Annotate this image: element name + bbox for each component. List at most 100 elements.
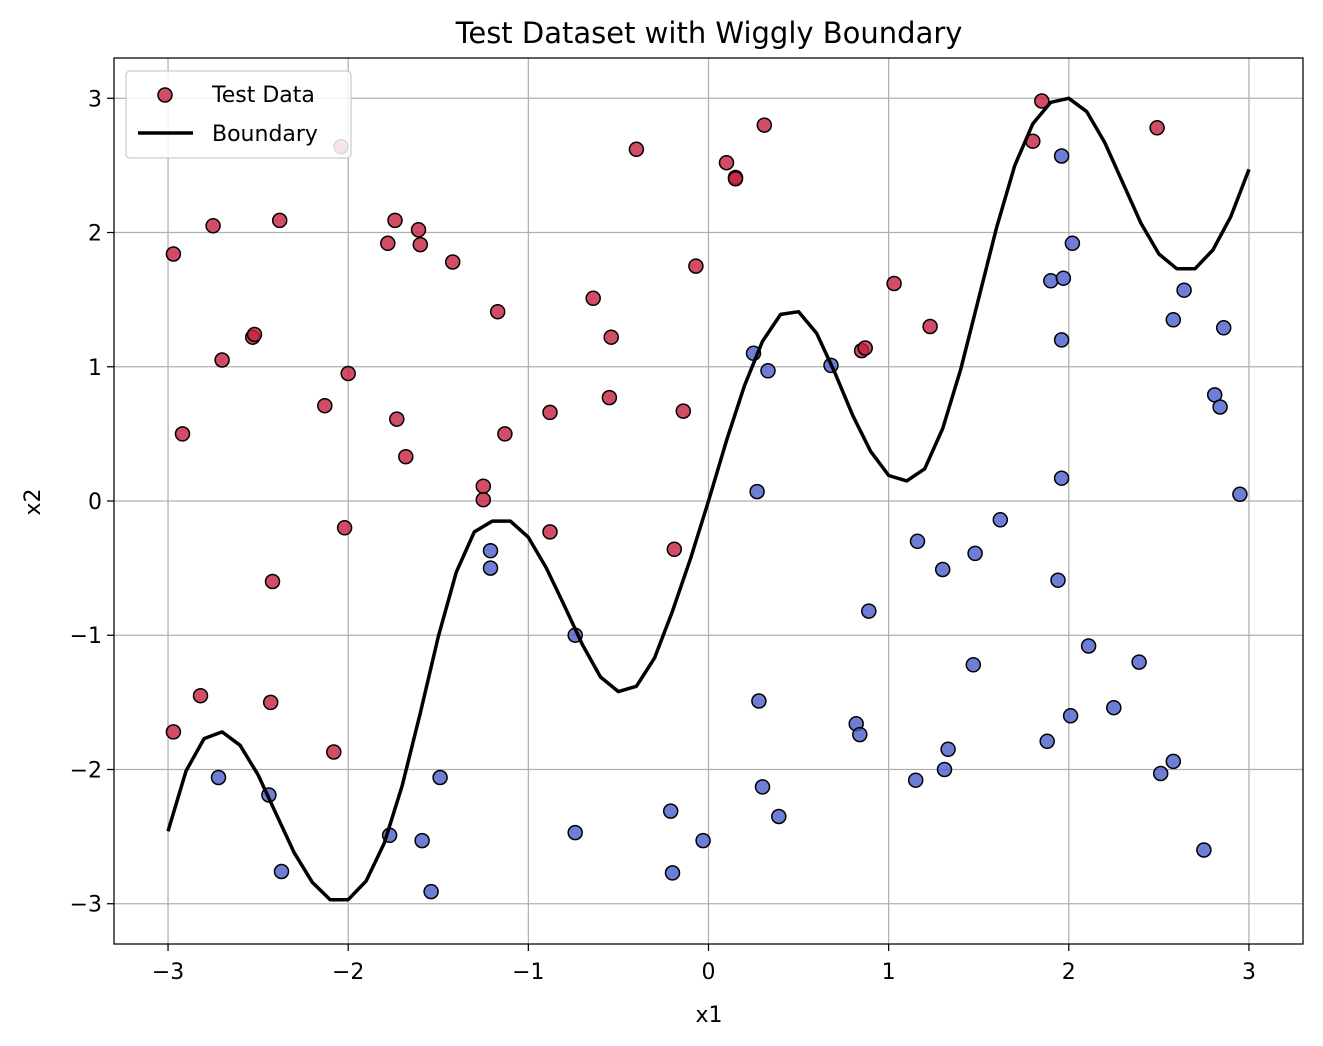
data-point-red bbox=[317, 397, 333, 414]
data-point-blue bbox=[1232, 486, 1248, 503]
data-point-red bbox=[489, 303, 506, 320]
data-point-red bbox=[336, 520, 353, 536]
data-point-red bbox=[497, 426, 513, 442]
data-point-red bbox=[389, 411, 405, 427]
y-tick-label: 2 bbox=[88, 222, 102, 247]
y-tick-label: −3 bbox=[70, 893, 102, 918]
legend-label-boundary: Boundary bbox=[212, 122, 318, 147]
data-point-blue bbox=[909, 533, 926, 550]
data-point-blue bbox=[771, 808, 787, 825]
x-axis-label: x1 bbox=[695, 1003, 722, 1028]
data-point-blue bbox=[1053, 470, 1070, 486]
data-point-blue bbox=[1053, 332, 1070, 348]
axes-frame bbox=[113, 57, 1304, 945]
data-point-red bbox=[1034, 93, 1050, 109]
data-point-blue bbox=[695, 832, 711, 849]
x-tick-label: −3 bbox=[152, 960, 184, 985]
data-point-blue bbox=[664, 865, 681, 881]
data-point-red bbox=[542, 524, 558, 540]
y-tick-label: −2 bbox=[70, 758, 102, 783]
data-point-blue bbox=[1196, 842, 1212, 858]
data-point-blue bbox=[1053, 148, 1070, 164]
y-axis-label: x2 bbox=[21, 488, 46, 515]
data-point-red bbox=[542, 404, 558, 421]
data-point-red bbox=[380, 235, 396, 252]
data-point-red bbox=[264, 573, 281, 590]
x-tick-label: 0 bbox=[702, 960, 716, 985]
data-point-red bbox=[1149, 120, 1165, 136]
data-point-blue bbox=[662, 803, 679, 819]
data-point-blue bbox=[936, 761, 953, 778]
data-point-blue bbox=[861, 603, 877, 619]
boundary-line bbox=[166, 96, 1251, 902]
data-point-red bbox=[165, 246, 182, 262]
data-point-red bbox=[688, 258, 704, 274]
data-point-blue bbox=[432, 769, 448, 786]
legend: Test Data Boundary bbox=[125, 70, 352, 159]
data-point-red bbox=[475, 478, 492, 494]
data-point-blue bbox=[567, 824, 583, 841]
ticks: −3 −2 −1 0 1 2 3 −3 −2 −1 0 1 2 3 bbox=[70, 87, 1256, 985]
data-point-blue bbox=[273, 863, 290, 880]
data-point-red bbox=[326, 744, 342, 760]
data-point-blue bbox=[1080, 638, 1097, 654]
data-point-blue bbox=[1062, 708, 1079, 724]
data-point-red bbox=[262, 694, 279, 711]
data-point-red bbox=[585, 290, 601, 307]
data-point-blue bbox=[1215, 320, 1232, 336]
legend-frame bbox=[125, 70, 352, 159]
data-point-red bbox=[475, 491, 492, 508]
data-point-blue bbox=[482, 542, 499, 559]
data-point-red bbox=[387, 212, 403, 229]
data-point-blue bbox=[965, 657, 982, 673]
data-point-blue bbox=[423, 883, 439, 900]
data-point-red bbox=[398, 448, 414, 465]
data-point-red bbox=[165, 724, 182, 740]
data-point-blue bbox=[1055, 270, 1072, 286]
data-point-blue bbox=[414, 832, 430, 849]
data-point-blue bbox=[1064, 235, 1081, 252]
data-point-red bbox=[603, 329, 619, 345]
data-point-red bbox=[271, 212, 288, 229]
data-point-red bbox=[922, 318, 938, 335]
data-point-blue bbox=[1212, 399, 1228, 415]
data-point-blue bbox=[852, 726, 868, 743]
data-point-red bbox=[410, 222, 427, 238]
data-point-red bbox=[205, 218, 221, 234]
data-point-red bbox=[214, 352, 230, 368]
x-tick-label: −2 bbox=[332, 960, 364, 985]
y-tick-label: 3 bbox=[88, 87, 102, 112]
data-point-blue bbox=[967, 545, 983, 562]
data-point-red bbox=[718, 154, 735, 171]
data-point-blue bbox=[934, 561, 951, 578]
y-tick-label: −1 bbox=[70, 624, 102, 649]
data-point-red bbox=[628, 141, 645, 158]
data-point-blue bbox=[940, 741, 956, 758]
data-point-red bbox=[756, 117, 773, 133]
data-point-red bbox=[174, 426, 191, 442]
data-point-blue bbox=[1043, 273, 1059, 289]
legend-marker-test-data bbox=[157, 87, 173, 103]
plot-area bbox=[165, 93, 1251, 902]
data-point-red bbox=[444, 254, 461, 270]
x-tick-label: −1 bbox=[512, 960, 544, 985]
data-point-red bbox=[727, 171, 744, 187]
data-point-blue bbox=[907, 772, 924, 788]
data-point-red bbox=[601, 389, 618, 406]
data-point-blue bbox=[1106, 699, 1122, 716]
data-point-red bbox=[192, 687, 209, 704]
data-point-blue bbox=[1050, 572, 1066, 588]
x-tick-label: 2 bbox=[1062, 960, 1076, 985]
data-point-blue bbox=[1152, 765, 1169, 782]
data-point-red bbox=[246, 326, 263, 343]
data-point-blue bbox=[1039, 733, 1055, 750]
y-tick-label: 1 bbox=[88, 356, 102, 381]
data-point-blue bbox=[749, 483, 765, 500]
data-point-red bbox=[675, 403, 692, 419]
data-point-blue bbox=[210, 769, 227, 786]
data-point-red bbox=[886, 275, 902, 292]
data-point-blue bbox=[1165, 312, 1182, 328]
data-point-blue bbox=[751, 693, 767, 709]
